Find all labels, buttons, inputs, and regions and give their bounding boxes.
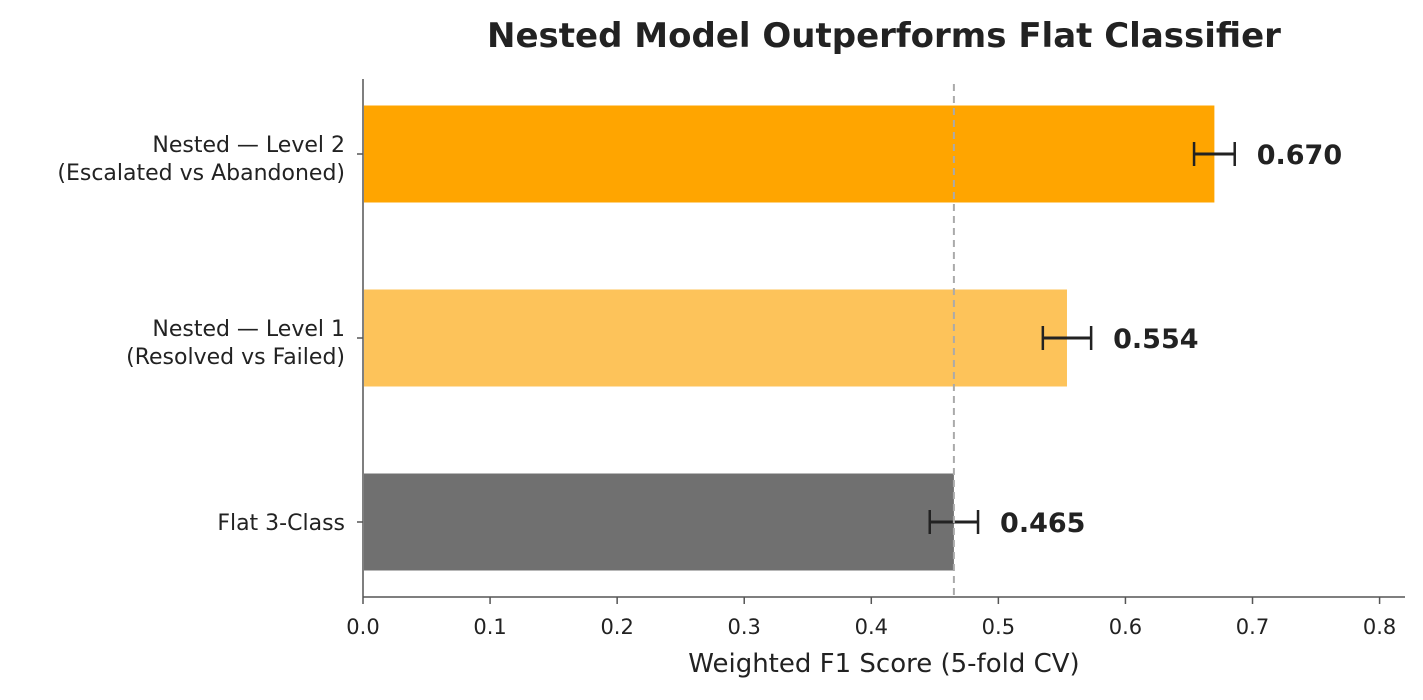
ticks-layer — [357, 153, 1381, 604]
category-label-2: Flat 3-Class — [217, 511, 345, 536]
bars-layer — [364, 84, 1236, 597]
labels-layer: 0.670 Nested — Level 2 (Escalated vs Aband… — [57, 133, 1396, 639]
category-label-0-line1: Nested — Level 2 — [152, 133, 345, 158]
bar-1 — [364, 289, 1067, 387]
category-label-1-line2: (Resolved vs Failed) — [126, 345, 345, 370]
x-tick-label-6: 0.6 — [1109, 615, 1142, 639]
category-label-1-line1: Nested — Level 1 — [152, 317, 345, 342]
x-tick-label-5: 0.5 — [982, 615, 1015, 639]
x-tick-label-0: 0.0 — [346, 615, 379, 639]
bar-2 — [364, 473, 954, 571]
x-tick-label-8: 0.8 — [1363, 615, 1396, 639]
x-axis-title: Weighted F1 Score (5-fold CV) — [688, 649, 1079, 679]
category-label-0-line2: (Escalated vs Abandoned) — [57, 161, 345, 186]
chart-title: Nested Model Outperforms Flat Classifier — [487, 16, 1281, 56]
value-label-2: 0.465 — [1000, 508, 1085, 539]
x-tick-label-7: 0.7 — [1236, 615, 1269, 639]
x-tick-label-3: 0.3 — [728, 615, 761, 639]
x-tick-label-4: 0.4 — [855, 615, 888, 639]
bar-0 — [364, 105, 1215, 203]
x-tick-label-1: 0.1 — [473, 615, 506, 639]
value-label-1: 0.554 — [1113, 324, 1198, 355]
x-tick-label-2: 0.2 — [600, 615, 633, 639]
value-label-0: 0.670 — [1257, 140, 1342, 171]
